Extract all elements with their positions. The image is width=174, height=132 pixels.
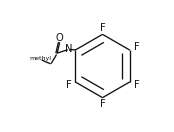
Text: methyl: methyl (29, 56, 51, 61)
Text: O: O (55, 33, 63, 43)
Text: F: F (100, 99, 105, 109)
Text: F: F (100, 23, 105, 33)
Text: N: N (65, 44, 73, 54)
Text: F: F (133, 42, 139, 52)
Text: F: F (66, 80, 72, 90)
Text: F: F (133, 80, 139, 90)
